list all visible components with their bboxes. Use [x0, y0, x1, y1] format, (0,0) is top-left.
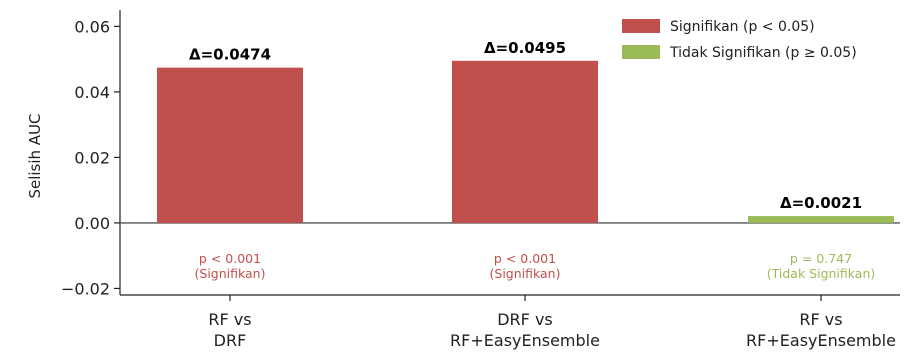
y-tick-label: 0.02 [74, 148, 110, 167]
legend: Signifikan (p < 0.05) Tidak Signifikan (p… [622, 19, 857, 61]
y-axis-label: Selisih AUC [26, 113, 44, 198]
delta-label: Δ=0.0495 [484, 39, 566, 57]
axes: −0.02 0.00 0.02 0.04 0.06 RF vs DRF DRF vs RF+Ea… [61, 10, 900, 350]
p-value-label: (Signifikan) [195, 266, 266, 281]
x-tick-label: DRF [214, 331, 247, 350]
y-tick-label: 0.00 [74, 214, 110, 233]
p-value-label: p < 0.001 [199, 251, 261, 266]
delta-label: Δ=0.0021 [780, 194, 862, 212]
p-value-label: p = 0.747 [790, 251, 852, 266]
x-tick-label: RF+EasyEnsemble [450, 331, 600, 350]
x-tick-label: DRF vs [497, 310, 553, 329]
x-tick-label: RF+EasyEnsemble [746, 331, 896, 350]
bars [157, 60, 894, 223]
bar [452, 60, 598, 223]
y-tick-label: 0.06 [74, 17, 110, 36]
legend-swatch [622, 19, 660, 33]
legend-label: Signifikan (p < 0.05) [670, 19, 815, 35]
y-tick-label: −0.02 [61, 279, 110, 298]
x-tick-label: RF vs [799, 310, 842, 329]
y-tick-label: 0.04 [74, 83, 110, 102]
delta-label: Δ=0.0474 [189, 46, 271, 64]
legend-label: Tidak Signifikan (p ≥ 0.05) [669, 45, 857, 61]
x-tick-label: RF vs [208, 310, 251, 329]
bar [748, 216, 894, 223]
bar [157, 67, 303, 223]
p-value-label: (Signifikan) [490, 266, 561, 281]
legend-swatch [622, 45, 660, 59]
p-value-label: (Tidak Signifikan) [767, 266, 876, 281]
p-value-label: p < 0.001 [494, 251, 556, 266]
